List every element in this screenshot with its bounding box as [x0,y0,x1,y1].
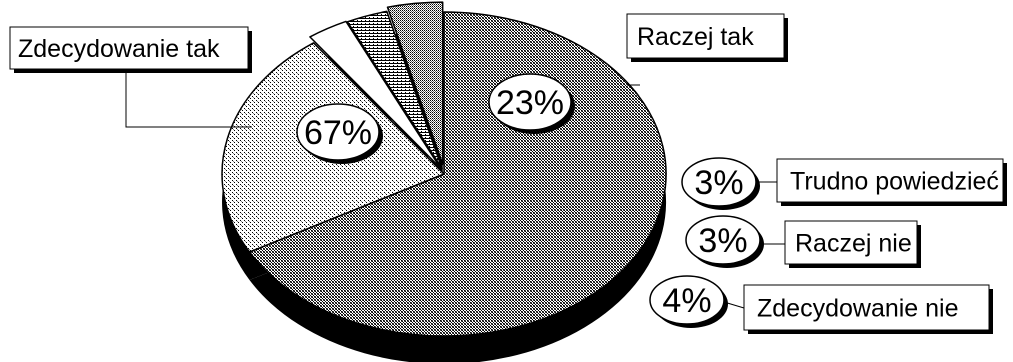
percent-bubble-body [296,103,380,161]
category-label-box-2: Raczej tak [626,13,788,62]
category-label-box-3: Trudno powiedzieć [776,158,1007,206]
category-label-box-4: Raczej nie [784,220,921,268]
percent-bubble-3: 3% [681,157,760,210]
percent-bubble-body [681,157,757,207]
category-label-2: Raczej tak [637,23,754,51]
percent-label-3: 3% [694,164,743,202]
leader-line-1 [125,69,252,128]
percent-bubble-2: 23% [488,73,575,134]
pie-slice-5 [386,1,444,165]
category-label-3: Trudno powiedzieć [790,168,999,196]
category-labels: Zdecydowanie tak Raczej tak Trudno powiedz… [9,13,1007,334]
category-label-frame [743,284,990,331]
percent-label-5: 4% [662,282,711,320]
percent-bubble-body [488,73,572,131]
percent-label-1: 67% [304,114,372,152]
percent-bubble-4: 3% [685,215,764,268]
category-label-frame [776,158,1004,203]
pie-slice-4 [346,10,443,170]
category-label-frame [626,13,785,59]
category-label-frame [9,26,249,70]
percent-bubble-body [685,215,761,265]
pie-slices [221,1,667,337]
pie-slice-3 [309,20,442,169]
percent-label-2: 23% [496,84,564,122]
category-label-1: Zdecydowanie tak [18,35,220,63]
percent-bubble-body [649,275,725,325]
percent-label-4: 3% [698,222,747,260]
category-label-box-1: Zdecydowanie tak [9,26,252,73]
percent-labels: 67% 23% 3% 3% 4% [296,73,764,328]
category-label-5: Zdecydowanie nie [757,295,959,323]
category-label-box-5: Zdecydowanie nie [743,284,993,334]
percent-bubble-1: 67% [296,103,383,164]
percent-bubble-5: 4% [649,275,728,328]
category-label-frame [784,220,918,265]
category-label-4: Raczej nie [795,230,912,258]
